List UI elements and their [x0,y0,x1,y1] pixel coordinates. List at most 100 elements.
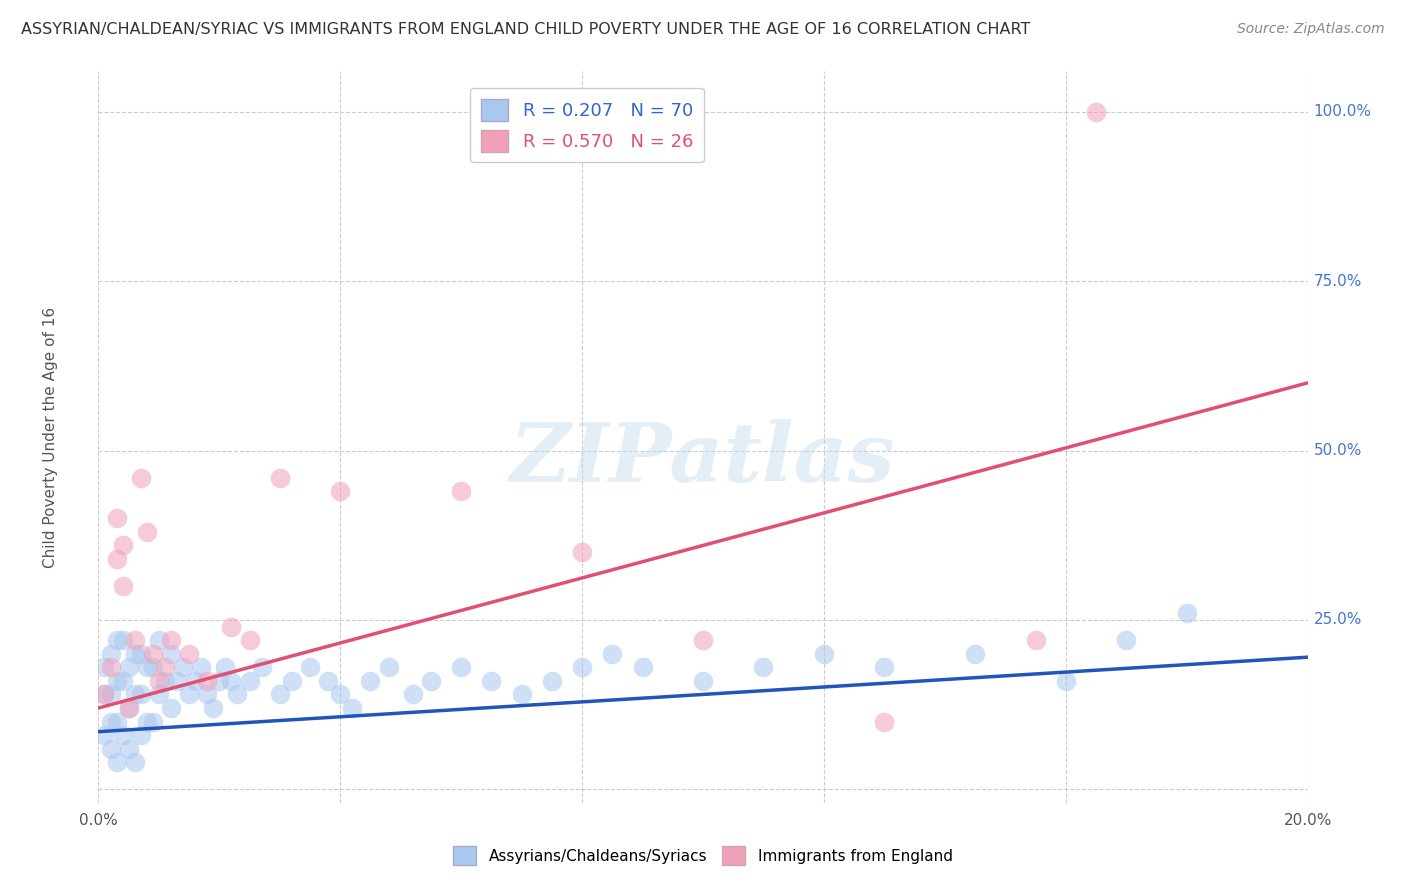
Point [299,660,322,674]
Point [100,647,122,661]
Point [1115,633,1137,648]
Text: Child Poverty Under the Age of 16: Child Poverty Under the Age of 16 [42,307,58,567]
Point [226,688,249,702]
Point [148,633,170,648]
Point [105,714,128,729]
Point [221,620,243,634]
Point [93,660,115,674]
Point [450,484,472,499]
Text: 50.0%: 50.0% [1313,443,1362,458]
Point [631,660,654,674]
Point [100,688,122,702]
Point [118,660,141,674]
Point [450,660,472,674]
Point [153,673,176,688]
Point [540,673,562,688]
Point [142,647,165,661]
Text: 25.0%: 25.0% [1313,613,1362,627]
Point [1024,633,1046,648]
Point [692,633,714,648]
Point [160,701,183,715]
Point [239,633,262,648]
Point [195,673,218,688]
Point [602,647,624,661]
Point [135,660,157,674]
Text: ZIPatlas: ZIPatlas [510,419,896,499]
Point [129,471,152,485]
Point [571,660,593,674]
Point [510,688,533,702]
Point [965,647,987,661]
Point [148,673,170,688]
Point [129,688,152,702]
Point [129,647,152,661]
Point [329,688,352,702]
Point [160,647,183,661]
Point [100,660,122,674]
Point [124,633,146,648]
Point [166,673,188,688]
Point [402,688,425,702]
Point [142,660,165,674]
Point [142,714,165,729]
Point [100,741,122,756]
Point [124,755,146,769]
Point [377,660,399,674]
Text: 100.0%: 100.0% [1313,104,1372,120]
Point [1175,606,1198,620]
Point [692,673,714,688]
Point [111,579,134,593]
Point [250,660,273,674]
Point [873,660,896,674]
Point [214,660,236,674]
Point [481,673,503,688]
Text: ASSYRIAN/CHALDEAN/SYRIAC VS IMMIGRANTS FROM ENGLAND CHILD POVERTY UNDER THE AGE : ASSYRIAN/CHALDEAN/SYRIAC VS IMMIGRANTS F… [21,22,1031,37]
Point [124,688,146,702]
Legend: Assyrians/Chaldeans/Syriacs, Immigrants from England: Assyrians/Chaldeans/Syriacs, Immigrants … [447,840,959,871]
Point [420,673,443,688]
Point [105,755,128,769]
Point [360,673,382,688]
Point [221,673,243,688]
Point [100,714,122,729]
Point [118,701,141,715]
Point [111,728,134,742]
Point [571,545,593,559]
Point [1085,105,1108,120]
Point [105,633,128,648]
Point [135,714,157,729]
Point [329,484,352,499]
Point [342,701,364,715]
Point [118,701,141,715]
Point [93,688,115,702]
Point [111,538,134,552]
Point [239,673,262,688]
Point [269,471,291,485]
Point [179,647,201,661]
Point [148,688,170,702]
Point [813,647,835,661]
Legend: R = 0.207   N = 70, R = 0.570   N = 26: R = 0.207 N = 70, R = 0.570 N = 26 [470,87,704,162]
Point [202,701,225,715]
Point [190,660,212,674]
Point [1054,673,1077,688]
Point [111,633,134,648]
Point [752,660,775,674]
Text: 20.0%: 20.0% [1284,813,1331,828]
Point [281,673,304,688]
Point [184,673,207,688]
Point [208,673,231,688]
Point [873,714,896,729]
Point [105,511,128,525]
Point [124,647,146,661]
Point [160,633,183,648]
Point [105,673,128,688]
Point [195,688,218,702]
Point [179,688,201,702]
Text: Source: ZipAtlas.com: Source: ZipAtlas.com [1237,22,1385,37]
Point [172,660,194,674]
Point [93,688,115,702]
Point [105,552,128,566]
Point [135,524,157,539]
Point [129,728,152,742]
